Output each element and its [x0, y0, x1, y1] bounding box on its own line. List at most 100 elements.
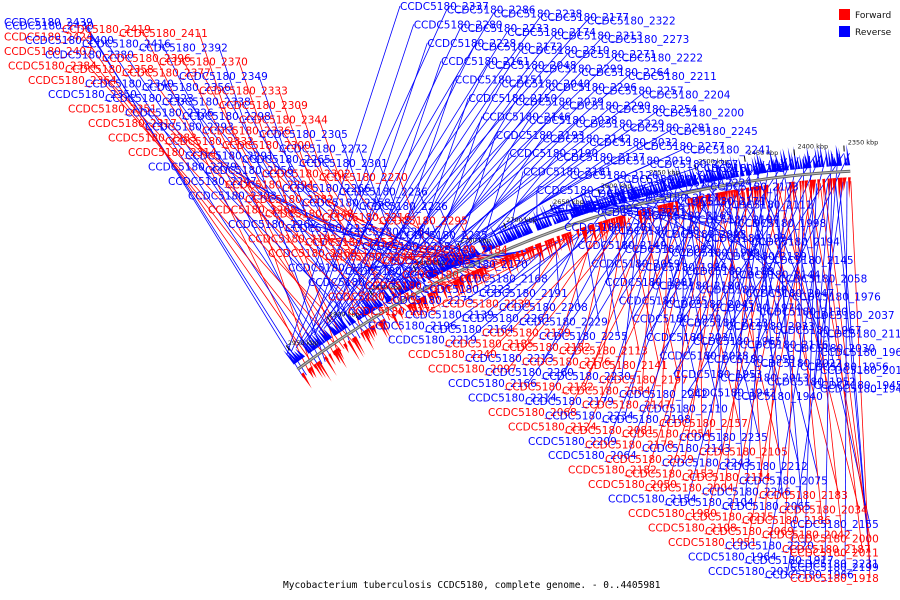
reverse-feature: [314, 330, 326, 344]
gene-label: CCDC5180_2358: [65, 64, 154, 76]
gene-label: CCDC5180_2211: [628, 71, 717, 83]
reverse-feature: [523, 215, 534, 234]
reverse-feature: [362, 291, 376, 311]
gene-label: CCDC5180_2322: [587, 16, 676, 28]
reverse-feature: [356, 307, 366, 318]
gene-label: CCDC5180_2229: [519, 317, 608, 329]
gene-label: CCDC5180_2177: [540, 12, 629, 24]
gene-label: CCDC5180_2199: [790, 562, 879, 574]
tick-mark: [694, 164, 697, 171]
gene-label: CCDC5180_2309: [219, 100, 308, 112]
gene-label: CCDC5180_2254: [609, 104, 698, 116]
leader-line: [437, 119, 530, 263]
reverse-feature: [462, 249, 471, 261]
forward-feature: [454, 278, 463, 297]
gene-label: CCDC5180_2190: [509, 148, 598, 160]
reverse-feature: [497, 223, 509, 244]
tick-mark: [549, 204, 553, 211]
leader-line: [527, 212, 648, 384]
gene-label: CCDC5180_2111: [724, 200, 813, 212]
reverse-feature: [553, 214, 561, 224]
reverse-feature: [468, 241, 478, 258]
forward-feature: [409, 302, 418, 320]
gene-label: CCDC5180_2338: [162, 96, 251, 108]
reverse-feature: [588, 191, 598, 212]
forward-feature: [735, 189, 740, 213]
leader-line: [427, 234, 574, 312]
leader-line: [752, 162, 820, 334]
tick-label: 2850 kbp: [372, 284, 403, 292]
leader-line: [421, 108, 609, 271]
forward-feature: [334, 348, 347, 369]
gene-label: CCDC5180_2255: [539, 331, 628, 343]
forward-feature: [568, 231, 574, 249]
gene-label: CCDC5180_2230: [542, 371, 631, 383]
tick-mark: [285, 345, 291, 351]
forward-feature: [664, 203, 671, 227]
tick-label: 2950 kbp: [288, 339, 319, 347]
gene-label: CCDC5180_2299: [535, 64, 624, 76]
forward-feature: [720, 191, 725, 213]
leader-line: [304, 20, 588, 342]
leader-line: [612, 192, 752, 242]
reverse-feature: [330, 326, 340, 335]
reverse-feature: [704, 166, 711, 183]
leader-line: [473, 145, 637, 245]
leader-line: [665, 170, 708, 305]
gene-label: CCDC5180_2234: [545, 411, 634, 423]
reverse-feature: [814, 147, 819, 168]
leader-line: [767, 182, 829, 557]
gene-label: CCDC5180_2380: [45, 50, 134, 62]
leader-line: [518, 252, 528, 265]
forward-feature: [715, 192, 720, 206]
reverse-feature: [489, 225, 502, 247]
gene-label: CCDC5180_1943: [820, 384, 900, 396]
leader-line: [544, 219, 622, 358]
gene-label: CCDC5180_2186: [742, 515, 831, 527]
reverse-feature: [298, 339, 312, 354]
gene-label: CCDC5180_2098: [658, 229, 747, 241]
tick-label: 2600 kbp: [601, 182, 632, 190]
forward-feature: [600, 221, 607, 242]
tick-label: 2450 kbp: [748, 149, 779, 157]
forward-feature: [766, 184, 769, 199]
leader-line: [411, 101, 516, 276]
reverse-feature: [677, 165, 686, 188]
reverse-feature: [491, 235, 499, 248]
forward-feature: [667, 202, 673, 225]
gene-label: CCDC5180_2238: [494, 8, 583, 20]
leader-line: [338, 46, 475, 320]
reverse-feature: [328, 312, 344, 332]
gene-label: CCDC5180_2265: [242, 154, 331, 166]
leader-line: [657, 209, 700, 394]
leader-line: [290, 9, 448, 352]
reverse-feature: [358, 301, 370, 315]
leader-line: [850, 181, 871, 579]
forward-feature: [689, 197, 694, 216]
reverse-feature: [635, 185, 642, 198]
gene-label: CCDC5180_2424: [4, 31, 93, 43]
reverse-feature-track: [283, 144, 851, 365]
leader-line: [743, 192, 763, 477]
forward-feature: [827, 178, 830, 199]
leader-line: [184, 97, 371, 333]
forward-feature: [364, 328, 371, 340]
gene-label: CCDC5180_2281: [622, 122, 711, 134]
gene-label: CCDC5180_2329: [576, 119, 665, 131]
reverse-feature: [681, 172, 688, 187]
leader-line: [124, 54, 332, 358]
gene-label: CCDC5180_2013: [720, 373, 809, 385]
gene-label: CCDC5180_2253: [305, 237, 394, 249]
leader-line: [327, 238, 503, 263]
forward-feature: [687, 198, 691, 214]
gene-label: CCDC5180_2110: [639, 403, 728, 415]
leader-line: [746, 163, 774, 330]
forward-feature: [817, 179, 820, 200]
reverse-feature: [394, 284, 404, 295]
forward-feature: [580, 226, 588, 250]
forward-feature: [812, 179, 817, 196]
gene-label: CCDC5180_2344: [239, 115, 328, 127]
forward-feature: [657, 205, 662, 223]
tick-label: 2700 kbp: [506, 216, 537, 224]
leader-line: [386, 83, 502, 290]
